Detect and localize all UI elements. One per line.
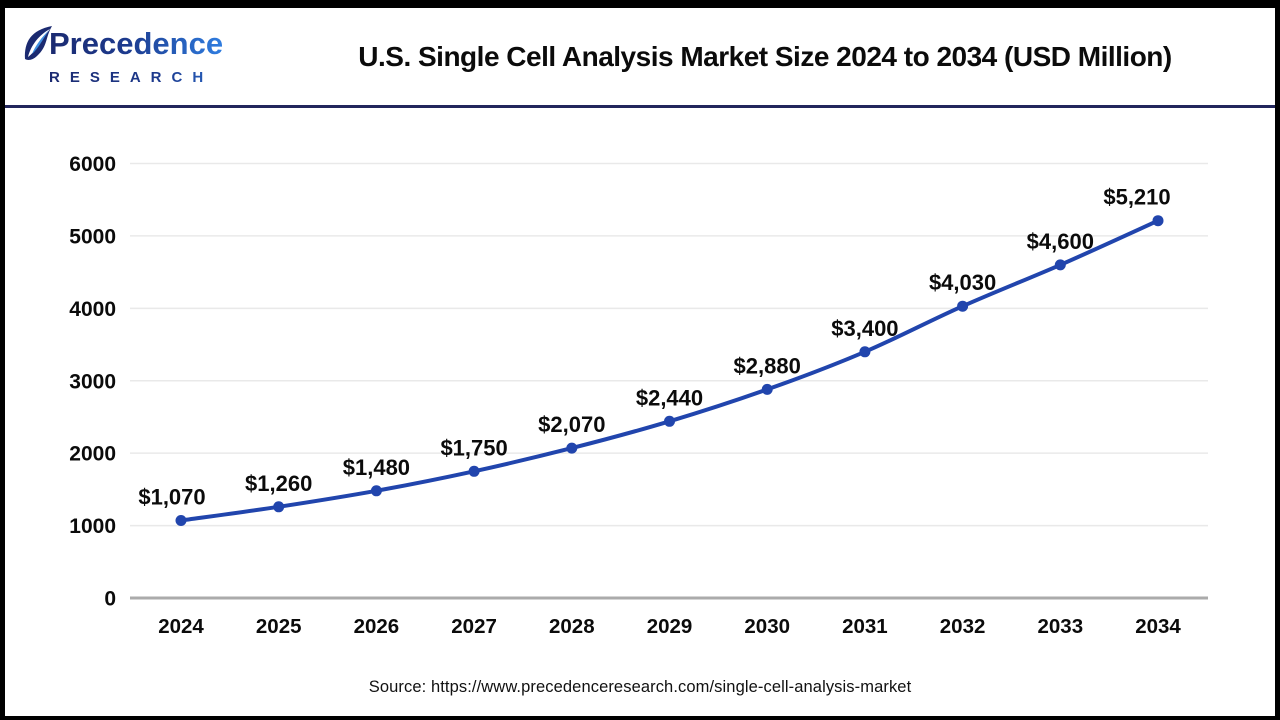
source-text: Source: https://www.precedenceresearch.c… bbox=[368, 677, 912, 696]
x-tick-label: 2031 bbox=[842, 615, 888, 638]
data-label: $5,210 bbox=[1103, 185, 1170, 210]
data-point bbox=[1152, 215, 1164, 227]
data-point bbox=[370, 485, 382, 497]
data-label: $3,400 bbox=[831, 316, 898, 341]
line-chart-svg: 0 1000 2000 3000 4000 5000 6000 $1,070 2024 $1,26… bbox=[69, 153, 1208, 638]
x-tick-label: 2032 bbox=[940, 615, 986, 638]
data-point bbox=[566, 442, 578, 454]
x-tick-label: 2029 bbox=[647, 615, 693, 638]
data-point bbox=[175, 515, 187, 526]
data-label: $1,070 bbox=[138, 485, 205, 510]
logo-wordmark: Precedence bbox=[49, 26, 224, 61]
data-label: $4,600 bbox=[1027, 229, 1094, 254]
y-tick-label: 2000 bbox=[69, 443, 116, 466]
header-divider bbox=[5, 105, 1275, 108]
data-label: $4,030 bbox=[929, 270, 996, 295]
page-title: U.S. Single Cell Analysis Market Size 20… bbox=[358, 40, 1172, 72]
logo-subtitle: RESEARCH bbox=[49, 70, 255, 85]
data-point bbox=[664, 415, 675, 427]
data-point bbox=[957, 300, 969, 312]
chart-area: 0 1000 2000 3000 4000 5000 6000 $1,070 2024 $1,26… bbox=[0, 110, 1280, 662]
data-point bbox=[1054, 259, 1066, 271]
data-point bbox=[273, 501, 285, 513]
y-tick-label: 0 bbox=[104, 588, 116, 611]
y-tick-label: 4000 bbox=[69, 298, 116, 321]
data-point bbox=[859, 346, 871, 358]
logo-leaf-icon bbox=[24, 26, 52, 60]
data-label: $1,750 bbox=[440, 435, 507, 460]
x-tick-label: 2028 bbox=[549, 615, 595, 638]
x-tick-label: 2027 bbox=[451, 615, 497, 638]
y-tick-label: 5000 bbox=[69, 225, 116, 248]
y-tick-label: 3000 bbox=[69, 370, 116, 393]
x-tick-label: 2026 bbox=[354, 615, 400, 638]
y-tick-label: 6000 bbox=[69, 153, 116, 176]
series-line bbox=[179, 218, 1160, 523]
data-point bbox=[468, 465, 480, 477]
x-tick-label: 2025 bbox=[256, 615, 302, 638]
y-tick-label: 1000 bbox=[69, 515, 116, 538]
x-tick-label: 2034 bbox=[1135, 615, 1181, 638]
header: Precedence RESEARCH U.S. Single Cell Ana… bbox=[5, 8, 1275, 105]
footer: Source: https://www.precedenceresearch.c… bbox=[5, 662, 1275, 712]
data-label: $2,070 bbox=[538, 412, 605, 437]
data-point bbox=[761, 383, 773, 395]
data-label: $2,440 bbox=[636, 385, 703, 410]
x-tick-label: 2033 bbox=[1037, 615, 1083, 638]
x-tick-label: 2030 bbox=[744, 615, 790, 638]
data-label: $1,260 bbox=[245, 471, 312, 496]
data-label: $1,480 bbox=[343, 455, 410, 480]
x-tick-label: 2024 bbox=[158, 615, 204, 638]
data-label: $2,880 bbox=[734, 353, 801, 378]
precedence-research-logo: Precedence RESEARCH bbox=[5, 26, 255, 85]
